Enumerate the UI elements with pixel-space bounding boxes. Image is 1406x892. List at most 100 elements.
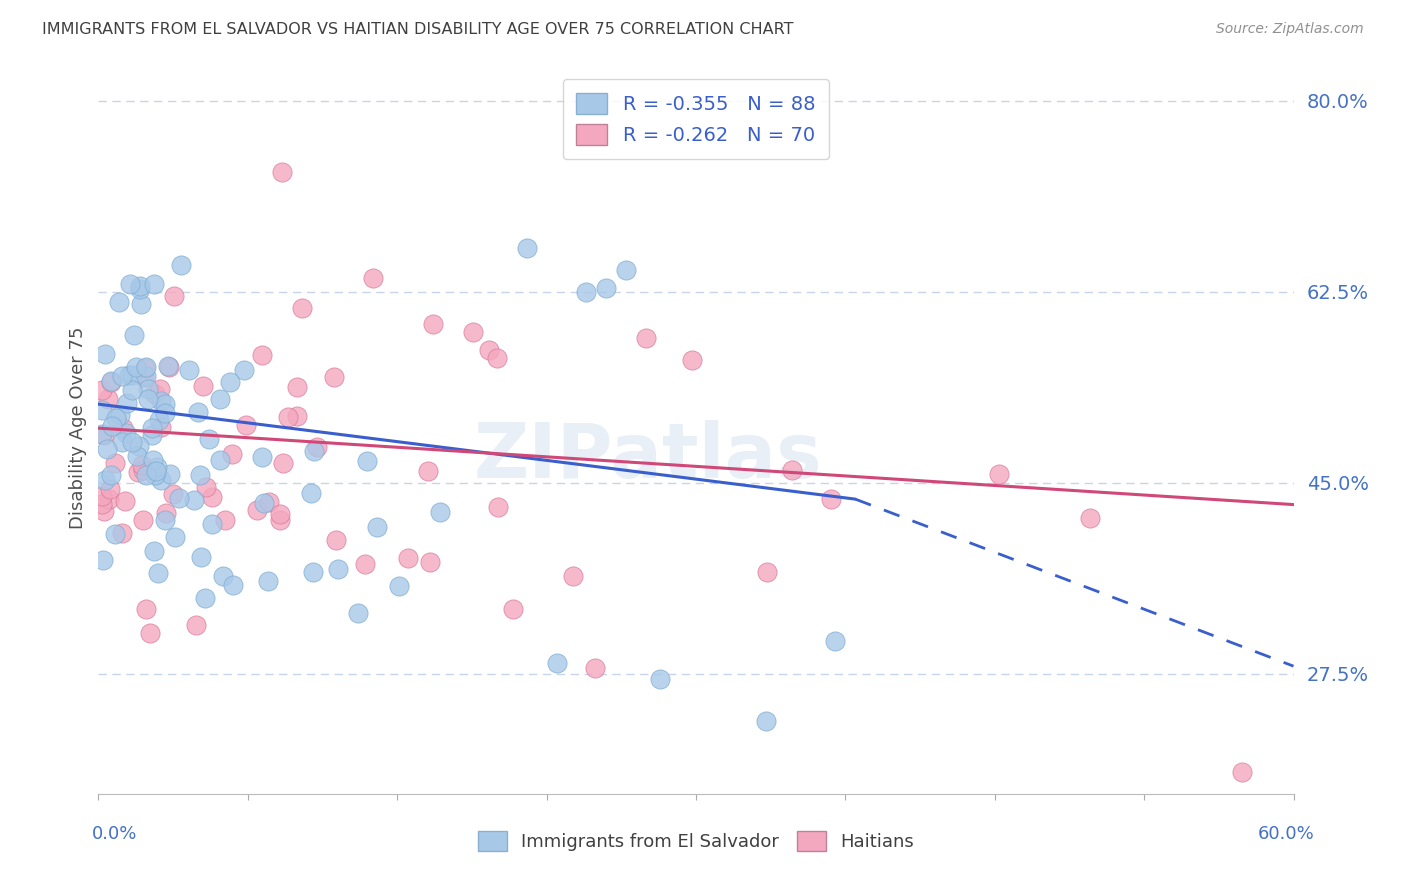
- Point: [163, 289, 186, 303]
- Point: [142, 277, 165, 291]
- Point: [100, 376, 122, 390]
- Point: [125, 359, 148, 374]
- Point: [142, 453, 165, 467]
- Point: [94, 473, 117, 487]
- Point: [250, 450, 273, 464]
- Point: [162, 487, 184, 501]
- Point: [139, 626, 162, 640]
- Point: [363, 270, 385, 285]
- Point: [285, 409, 308, 423]
- Point: [269, 513, 291, 527]
- Point: [118, 368, 141, 383]
- Point: [93, 503, 115, 517]
- Point: [104, 456, 127, 470]
- Point: [93, 347, 115, 361]
- Point: [235, 417, 257, 432]
- Point: [987, 467, 1010, 481]
- Point: [131, 297, 153, 311]
- Point: [111, 369, 134, 384]
- Point: [134, 361, 156, 376]
- Point: [91, 383, 114, 397]
- Point: [270, 164, 292, 178]
- Point: [222, 578, 245, 592]
- Point: [108, 408, 131, 422]
- Point: [153, 513, 176, 527]
- Point: [148, 413, 170, 427]
- Text: 0.0%: 0.0%: [91, 825, 136, 843]
- Point: [115, 425, 138, 440]
- Point: [122, 327, 145, 342]
- Point: [132, 513, 155, 527]
- Point: [91, 553, 114, 567]
- Point: [302, 444, 325, 458]
- Point: [233, 363, 256, 377]
- Point: [636, 330, 658, 344]
- Point: [121, 368, 143, 383]
- Point: [486, 500, 509, 515]
- Point: [218, 376, 240, 390]
- Point: [131, 458, 153, 473]
- Point: [347, 607, 370, 621]
- Point: [149, 382, 172, 396]
- Point: [307, 441, 329, 455]
- Point: [502, 602, 524, 616]
- Point: [755, 714, 778, 728]
- Point: [648, 672, 672, 686]
- Point: [156, 359, 179, 373]
- Point: [155, 506, 177, 520]
- Point: [561, 569, 583, 583]
- Legend: Immigrants from El Salvador, Haitians: Immigrants from El Salvador, Haitians: [471, 823, 921, 858]
- Point: [271, 456, 294, 470]
- Point: [396, 550, 419, 565]
- Point: [170, 258, 193, 272]
- Point: [111, 434, 134, 449]
- Point: [136, 392, 159, 406]
- Point: [323, 369, 346, 384]
- Point: [595, 281, 617, 295]
- Point: [328, 562, 350, 576]
- Point: [128, 439, 150, 453]
- Point: [177, 363, 200, 377]
- Point: [575, 285, 598, 299]
- Point: [97, 392, 120, 407]
- Point: [96, 442, 118, 457]
- Text: ZIPatlas: ZIPatlas: [474, 420, 823, 494]
- Point: [114, 493, 136, 508]
- Text: Source: ZipAtlas.com: Source: ZipAtlas.com: [1216, 22, 1364, 37]
- Point: [143, 544, 166, 558]
- Point: [285, 380, 308, 394]
- Point: [132, 369, 155, 384]
- Point: [756, 565, 779, 579]
- Point: [299, 485, 322, 500]
- Point: [256, 574, 278, 588]
- Point: [1080, 510, 1102, 524]
- Point: [98, 482, 121, 496]
- Point: [127, 465, 149, 479]
- Point: [780, 463, 803, 477]
- Point: [121, 434, 143, 449]
- Point: [141, 420, 163, 434]
- Point: [190, 550, 212, 565]
- Point: [257, 495, 280, 509]
- Point: [136, 382, 159, 396]
- Point: [104, 527, 127, 541]
- Point: [146, 566, 169, 580]
- Point: [1230, 765, 1253, 780]
- Point: [128, 279, 150, 293]
- Point: [153, 397, 176, 411]
- Point: [546, 656, 568, 670]
- Point: [583, 661, 606, 675]
- Point: [291, 301, 314, 315]
- Point: [121, 383, 143, 397]
- Point: [135, 602, 157, 616]
- Point: [91, 497, 114, 511]
- Point: [143, 387, 166, 401]
- Point: [149, 393, 172, 408]
- Point: [194, 591, 217, 605]
- Point: [211, 568, 233, 582]
- Point: [208, 392, 231, 406]
- Point: [250, 348, 273, 362]
- Point: [388, 579, 411, 593]
- Point: [135, 468, 157, 483]
- Point: [188, 468, 211, 483]
